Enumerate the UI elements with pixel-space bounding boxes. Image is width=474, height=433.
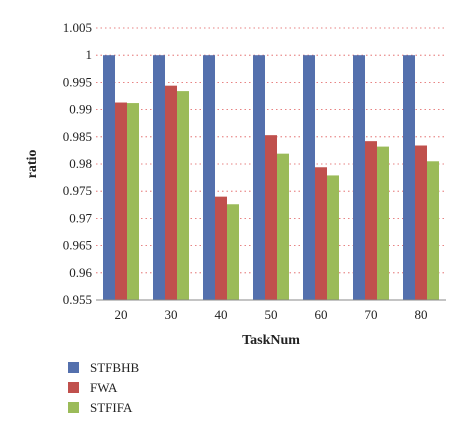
x-axis-title: TaskNum — [242, 333, 300, 348]
y-tick-label: 0.975 — [63, 183, 92, 198]
bar-fwa-20 — [115, 102, 127, 300]
bar-stfbhb-20 — [103, 55, 115, 301]
y-tick-label: 0.955 — [63, 292, 92, 307]
y-tick-label: 0.995 — [63, 74, 92, 89]
bar-stfifa-80 — [427, 161, 439, 300]
bar-stfbhb-40 — [203, 55, 215, 301]
y-tick-label: 0.96 — [69, 265, 92, 280]
bar-stfbhb-60 — [303, 55, 315, 301]
y-tick-label: 1 — [86, 47, 93, 62]
bar-stfifa-70 — [377, 146, 389, 300]
y-tick-label: 0.99 — [69, 102, 92, 117]
x-tick-label: 60 — [315, 307, 328, 322]
legend-label-stfifa: STFIFA — [90, 400, 133, 415]
x-tick-label: 80 — [415, 307, 428, 322]
bar-stfbhb-70 — [353, 55, 365, 301]
bar-fwa-30 — [165, 85, 177, 300]
bars — [103, 55, 439, 301]
y-tick-label: 0.97 — [69, 210, 92, 225]
y-axis-title: ratio — [25, 150, 40, 179]
bar-fwa-50 — [265, 135, 277, 300]
legend-label-stfbhb: STFBHB — [90, 360, 139, 375]
x-tick-label: 50 — [265, 307, 278, 322]
y-tick-label: 0.98 — [69, 156, 92, 171]
bar-stfbhb-80 — [403, 55, 415, 301]
bar-stfbhb-30 — [153, 55, 165, 301]
bar-fwa-80 — [415, 145, 427, 300]
bar-stfifa-50 — [277, 153, 289, 300]
legend: STFBHB FWA STFIFA — [68, 360, 139, 415]
y-tick-label: 1.005 — [63, 20, 92, 35]
bar-fwa-60 — [315, 167, 327, 300]
y-tick-labels: 0.955 0.96 0.965 0.97 0.975 0.98 0.985 0.99 0.99… — [63, 20, 93, 307]
x-tick-label: 40 — [215, 307, 228, 322]
bar-stfifa-30 — [177, 91, 189, 300]
legend-swatch-stfbhb — [68, 362, 79, 373]
y-tick-label: 0.985 — [63, 129, 92, 144]
bar-fwa-40 — [215, 196, 227, 300]
x-tick-label: 70 — [365, 307, 378, 322]
bar-fwa-70 — [365, 141, 377, 300]
x-tick-label: 20 — [115, 307, 128, 322]
bar-stfifa-40 — [227, 204, 239, 300]
bar-stfifa-60 — [327, 175, 339, 300]
x-tick-label: 30 — [165, 307, 178, 322]
legend-swatch-fwa — [68, 382, 79, 393]
bar-stfbhb-50 — [253, 55, 265, 301]
x-tick-labels: 20 30 40 50 60 70 80 — [115, 307, 428, 322]
legend-swatch-stfifa — [68, 402, 79, 413]
bar-stfifa-20 — [127, 103, 139, 301]
y-tick-label: 0.965 — [63, 238, 92, 253]
legend-label-fwa: FWA — [90, 380, 118, 395]
